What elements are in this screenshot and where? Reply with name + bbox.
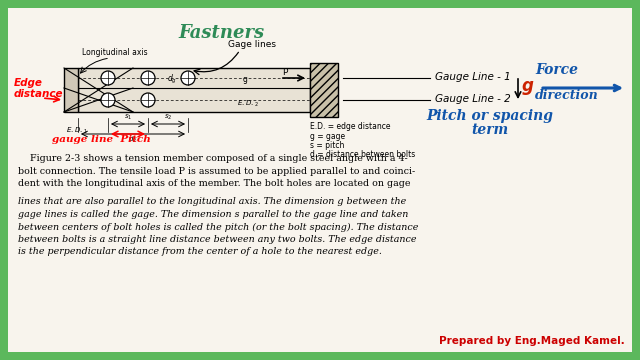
Bar — [310, 63, 338, 117]
Circle shape — [181, 71, 195, 85]
Bar — [64, 68, 78, 112]
Text: P: P — [282, 68, 287, 77]
Text: g = gage: g = gage — [310, 132, 345, 141]
Text: Pitch or spacing: Pitch or spacing — [426, 109, 554, 123]
Text: Gauge Line - 1: Gauge Line - 1 — [435, 72, 511, 82]
Text: Fastners: Fastners — [178, 24, 264, 42]
Circle shape — [141, 71, 155, 85]
Text: direction: direction — [535, 89, 599, 102]
Circle shape — [101, 71, 115, 85]
Text: Gage lines: Gage lines — [228, 40, 276, 49]
Text: Figure 2-3 shows a tension member composed of a single steel angle with a 4-: Figure 2-3 shows a tension member compos… — [18, 154, 408, 163]
Text: d = distance between bolts: d = distance between bolts — [310, 150, 415, 159]
Text: gage lines is called the gage. The dimension s parallel to the gage line and tak: gage lines is called the gage. The dimen… — [18, 210, 408, 219]
Text: dent with the longitudinal axis of the member. The bolt holes are located on gag: dent with the longitudinal axis of the m… — [18, 179, 410, 188]
Circle shape — [101, 93, 115, 107]
Text: $d_2$: $d_2$ — [129, 135, 138, 145]
Text: E.D. = edge distance: E.D. = edge distance — [310, 122, 390, 131]
Text: gauge line  Pitch: gauge line Pitch — [52, 135, 151, 144]
Text: $E.D._2$: $E.D._2$ — [237, 99, 259, 109]
Text: between centers of bolt holes is called the pitch (or the bolt spacing). The dis: between centers of bolt holes is called … — [18, 222, 419, 231]
Text: $d_g$: $d_g$ — [167, 73, 177, 86]
Text: distance: distance — [14, 89, 63, 99]
Text: Gauge Line - 2: Gauge Line - 2 — [435, 94, 511, 104]
Text: $s_1$: $s_1$ — [124, 113, 132, 122]
Text: Prepared by Eng.Maged Kamel.: Prepared by Eng.Maged Kamel. — [439, 336, 625, 346]
Text: lines that are also parallel to the longitudinal axis. The dimension g between t: lines that are also parallel to the long… — [18, 198, 406, 207]
Text: g: g — [243, 75, 248, 84]
Text: Force: Force — [535, 63, 578, 77]
Text: is the perpendicular distance from the center of a hole to the nearest edge.: is the perpendicular distance from the c… — [18, 248, 382, 256]
Text: $s_2$: $s_2$ — [164, 113, 172, 122]
Bar — [310, 63, 338, 117]
Text: term: term — [472, 123, 509, 137]
Text: bolt connection. The tensile load P is assumed to be applied parallel to and coi: bolt connection. The tensile load P is a… — [18, 166, 415, 175]
Text: s = pitch: s = pitch — [310, 141, 344, 150]
Text: Longitudinal axis: Longitudinal axis — [82, 48, 148, 57]
Text: $E.D._1$: $E.D._1$ — [66, 126, 88, 136]
Circle shape — [141, 93, 155, 107]
Bar — [78, 68, 310, 112]
Text: between bolts is a straight line distance between any two bolts. The edge distan: between bolts is a straight line distanc… — [18, 235, 417, 244]
Text: Edge: Edge — [14, 78, 43, 88]
Text: g: g — [522, 77, 534, 95]
